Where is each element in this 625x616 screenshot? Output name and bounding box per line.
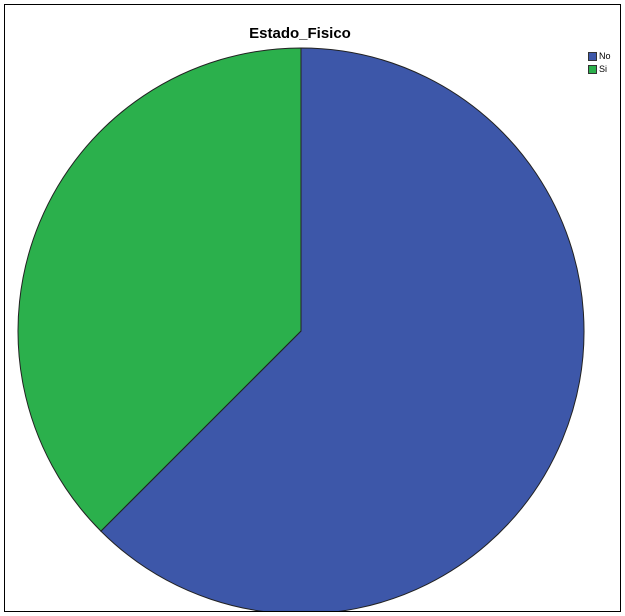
legend-label-si: Si bbox=[599, 64, 608, 74]
legend-label-no: No bbox=[599, 51, 611, 61]
chart-title: Estado_Fisico bbox=[249, 25, 351, 42]
pie-slice-no bbox=[100, 47, 585, 611]
legend-swatch-no bbox=[588, 52, 597, 61]
pie-chart bbox=[17, 47, 585, 611]
legend-item-si: Si bbox=[588, 63, 611, 76]
legend-swatch-si bbox=[588, 65, 597, 74]
chart-frame: Estado_Fisico No Si bbox=[4, 4, 621, 612]
chart-legend: No Si bbox=[588, 50, 611, 76]
pie-slice-si bbox=[17, 47, 302, 532]
legend-item-no: No bbox=[588, 50, 611, 63]
